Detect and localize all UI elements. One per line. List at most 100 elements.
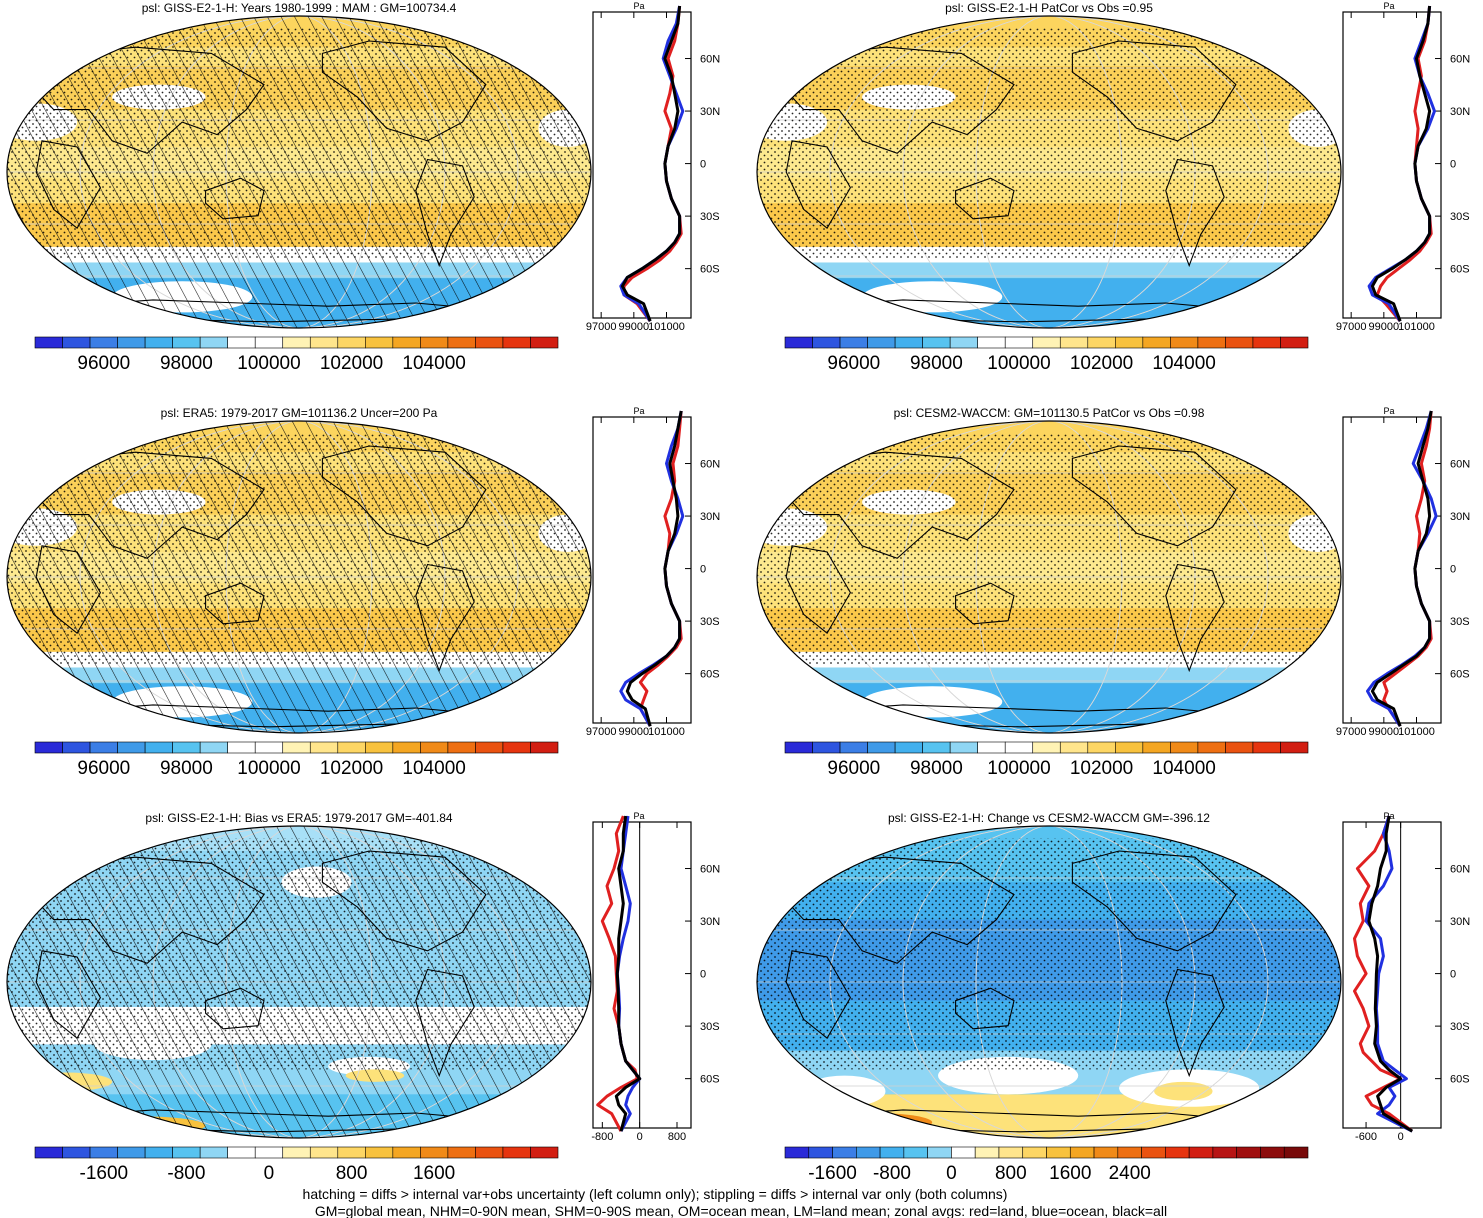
colorbar-box (502, 336, 531, 349)
colorbar-box (62, 741, 91, 754)
colorbar-box (34, 1146, 63, 1159)
colorbar-box (309, 1146, 339, 1159)
colorbar-box (867, 741, 896, 754)
colorbar-box (949, 336, 978, 349)
colorbar-tick-label: 100000 (987, 758, 1050, 779)
hatching (7, 826, 591, 1138)
colorbar-box (1142, 741, 1171, 754)
colorbar-box (309, 336, 339, 349)
colorbar-box (922, 741, 951, 754)
colorbar-tick-label: 96000 (827, 353, 880, 374)
colorbar-box (227, 336, 256, 349)
zonal-x-tick-label: 99000 (1369, 726, 1400, 738)
colorbar-box (309, 741, 339, 754)
zonal-x-tick-label: 97000 (1336, 726, 1367, 738)
colorbar-tick-label: 800 (336, 1163, 368, 1184)
colorbar-tick-label: 104000 (1152, 353, 1215, 374)
zonal-unit: Pa (1383, 406, 1394, 416)
footer-line-1: hatching = diffs > internal var+obs unce… (303, 1186, 1008, 1202)
colorbar-box (447, 741, 476, 754)
colorbar-tick-label: 100000 (237, 353, 300, 374)
zonal-series-all (614, 815, 642, 1132)
colorbar-tick-label: 104000 (402, 758, 465, 779)
colorbar-box (62, 336, 91, 349)
zonal-unit: Pa (633, 406, 644, 416)
zonal-x-tick-label: 0 (637, 1131, 643, 1143)
colorbar-box (199, 336, 228, 349)
zonal-lat-label: 0 (700, 159, 706, 171)
stippling (757, 433, 1341, 665)
colorbar-box (922, 336, 951, 349)
colorbar-box (420, 1146, 449, 1159)
colorbar-box (1170, 741, 1199, 754)
colorbar-box (894, 741, 923, 754)
colorbar-box (502, 741, 531, 754)
map-border (6, 825, 592, 1139)
colorbar-box (475, 741, 504, 754)
colorbar-box (1087, 741, 1116, 754)
zonal-lat-label: 60N (1450, 54, 1470, 66)
colorbar-tick-label: -1600 (808, 1163, 857, 1184)
colorbar-tick-label: 102000 (320, 353, 383, 374)
colorbar-box (1115, 741, 1144, 754)
colorbar-box (1059, 741, 1089, 754)
panel-4: psl: CESM2-WACCM: GM=101130.5 PatCor vs … (756, 406, 1470, 779)
contour-region (815, 1113, 933, 1132)
colorbar-box (1004, 336, 1034, 349)
zonal-x-tick-label: -600 (1355, 1131, 1377, 1143)
zonal-series-all (620, 5, 682, 322)
colorbar-box (1046, 1146, 1071, 1159)
colorbar-box (89, 1146, 118, 1159)
zonal-lat-label: 0 (1450, 969, 1456, 981)
colorbar-box (1252, 741, 1281, 754)
colorbar-tick-label: 98000 (160, 758, 213, 779)
zonal-x-tick-label: 99000 (619, 321, 650, 333)
colorbar-box (530, 336, 559, 349)
colorbar-box (117, 1146, 146, 1159)
colorbar-box (1280, 741, 1309, 754)
colorbar-box (392, 336, 421, 349)
panel-2: psl: GISS-E2-1-H PatCor vs Obs =0.95 9600… (756, 1, 1470, 374)
zonal-series-all (625, 410, 683, 727)
colorbar-box (903, 1146, 928, 1159)
colorbar-box (34, 741, 63, 754)
colorbar-tick-label: 2400 (1109, 1163, 1151, 1184)
colorbar-box (1032, 336, 1061, 349)
zonal-lat-label: 60N (700, 54, 720, 66)
zonal-lat-label: 60N (700, 459, 720, 471)
stippling (757, 28, 1341, 260)
panel-title: psl: GISS-E2-1-H PatCor vs Obs =0.95 (945, 1, 1153, 15)
zonal-lat-label: 30N (700, 916, 720, 928)
colorbar-box (949, 741, 978, 754)
zonal-lat-label: 0 (700, 969, 706, 981)
contour-band (757, 278, 1341, 328)
colorbar-box (1165, 1146, 1190, 1159)
colorbar-box (977, 741, 1006, 754)
colorbar-box (1059, 336, 1089, 349)
colorbar-box (337, 741, 366, 754)
colorbar-box (1225, 741, 1254, 754)
colorbar-box (420, 336, 449, 349)
zonal-lat-label: 60S (700, 264, 720, 276)
panel-title: psl: ERA5: 1979-2017 GM=101136.2 Uncer=2… (161, 406, 438, 420)
panel-title: psl: GISS-E2-1-H: Change vs CESM2-WACCM … (888, 811, 1210, 825)
zonal-frame (592, 416, 692, 724)
colorbar-box (951, 1146, 976, 1159)
zonal-lat-label: 30N (1450, 106, 1470, 118)
colorbar-box (475, 336, 504, 349)
colorbar-box (832, 1146, 857, 1159)
colorbar-box (808, 1146, 833, 1159)
zonal-frame (592, 11, 692, 319)
colorbar-box (1283, 1146, 1309, 1159)
colorbar-box (1197, 741, 1226, 754)
colorbar-box (172, 1146, 201, 1159)
colorbar-box (365, 741, 394, 754)
colorbar-box (62, 1146, 91, 1159)
colorbar-box (254, 1146, 284, 1159)
zonal-lat-label: 30S (700, 211, 720, 223)
colorbar-box (927, 1146, 952, 1159)
map-fill (7, 421, 591, 733)
colorbar-tick-label: 96000 (77, 353, 130, 374)
map-border (756, 420, 1342, 734)
